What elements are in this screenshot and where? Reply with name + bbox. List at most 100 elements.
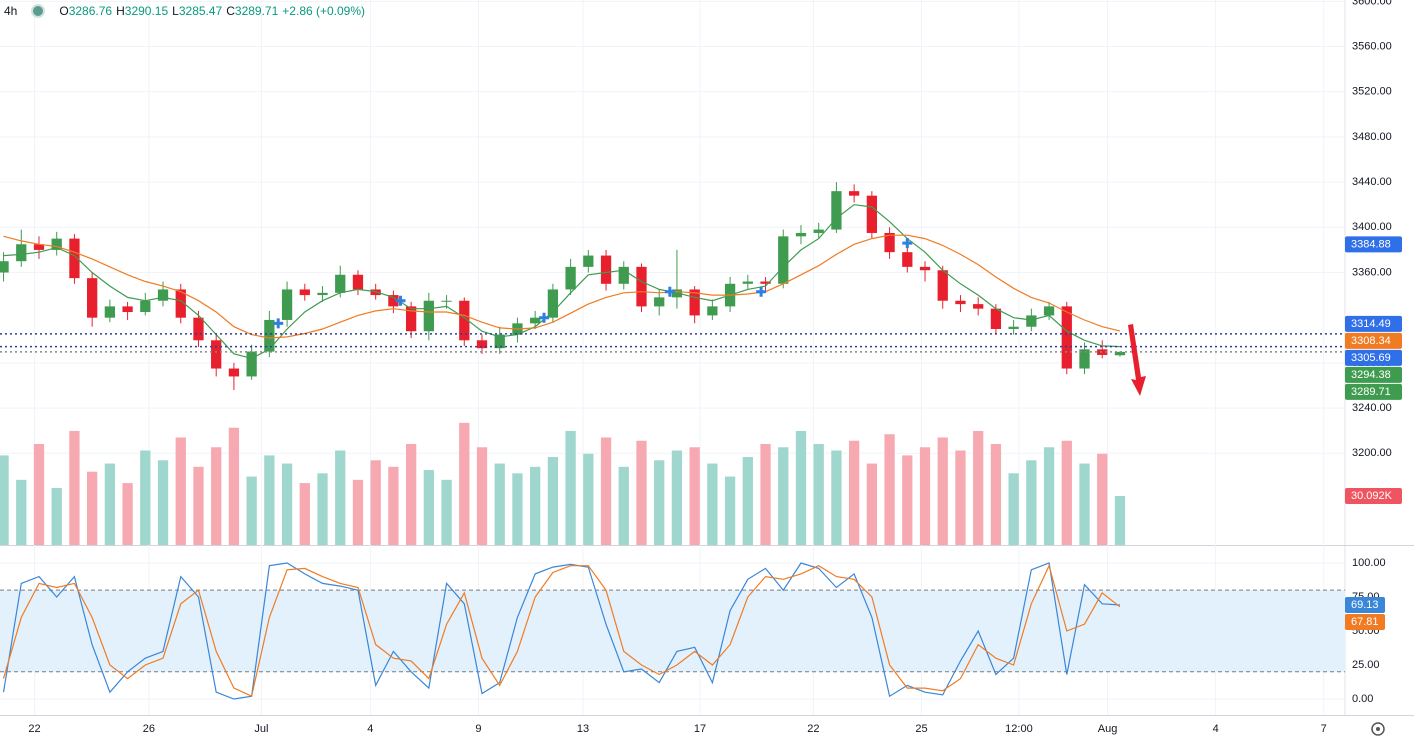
candle-body	[405, 306, 417, 332]
candle-body	[228, 368, 240, 377]
candle-body	[299, 289, 310, 296]
candle-body	[352, 274, 364, 290]
volume-bar	[866, 463, 877, 545]
header-value: +2.86 (+0.09%)	[282, 4, 366, 18]
candle-body	[973, 304, 984, 309]
volume-bar	[370, 460, 381, 545]
price-label: 3384.88	[1351, 238, 1391, 250]
volume-bar	[388, 466, 399, 545]
volume-bar	[157, 460, 169, 545]
price-label-bg	[1345, 383, 1402, 400]
header-key: H	[116, 4, 125, 18]
header-item: L3285.47	[172, 4, 222, 18]
candle-body	[246, 351, 257, 377]
price-label-bg	[1345, 236, 1402, 253]
volume-bar	[104, 463, 116, 545]
volume-bar	[1026, 460, 1037, 545]
volume-bar	[494, 463, 505, 545]
candle-body	[87, 278, 98, 318]
volume-bar	[973, 430, 984, 545]
candle-body	[848, 191, 860, 196]
volume-bar	[636, 440, 647, 545]
header-item: H3290.15	[116, 4, 168, 18]
volume-bar	[193, 466, 204, 545]
header-item: C3289.71	[226, 4, 278, 18]
signal-marker	[273, 318, 284, 329]
candle-body	[476, 340, 488, 349]
candle-body	[441, 300, 452, 302]
volume-bar	[919, 447, 931, 545]
volume-bar	[51, 487, 62, 545]
stoch-tick-label: 25.00	[1352, 659, 1380, 671]
candle-body	[122, 306, 133, 313]
volume-bar	[87, 471, 98, 545]
y-tick-label: 3480.00	[1352, 131, 1392, 143]
y-tick-label: 3520.00	[1352, 86, 1392, 98]
volume-bar	[512, 473, 523, 545]
x-tick-label: Aug	[1098, 723, 1118, 735]
x-tick-label: 22	[28, 723, 40, 735]
y-tick-label: 3200.00	[1352, 447, 1392, 459]
y-tick-label: 3240.00	[1352, 402, 1392, 414]
ma-line	[3, 204, 1120, 360]
candle-body	[565, 266, 576, 290]
volume-bar	[246, 476, 257, 545]
header-value: 3290.15	[124, 4, 169, 18]
header: 4h O3286.76 H3290.15 L3285.47 C3289.71 +2.86…	[4, 4, 369, 18]
signal-marker	[902, 238, 913, 249]
volume-bar	[848, 440, 860, 545]
volume-bar	[530, 466, 541, 545]
header-key: C	[226, 4, 235, 18]
volume-bar	[441, 479, 452, 545]
price-label-bg	[1345, 349, 1402, 366]
stochastic	[0, 562, 1345, 700]
ohlc: O3286.76 H3290.15 L3285.47 C3289.71 +2.86 (+…	[59, 4, 369, 18]
candle-body	[0, 261, 9, 273]
price-label-bg	[1345, 315, 1402, 332]
candle-body	[760, 281, 771, 284]
ma-line	[3, 234, 1121, 339]
candle-body	[831, 191, 842, 230]
header-key: O	[59, 4, 69, 18]
volume-bar	[654, 460, 665, 545]
settings-icon[interactable]	[1371, 722, 1385, 736]
volume-bar	[335, 450, 346, 545]
volume-bar	[33, 444, 45, 545]
volume-bar	[16, 479, 27, 545]
candle-body	[33, 244, 45, 250]
price-label-bg	[1345, 332, 1402, 349]
candle-body	[459, 300, 470, 341]
volume-label: 30.092K	[1351, 490, 1393, 502]
interval[interactable]: 4h	[4, 4, 18, 18]
header-key: L	[172, 4, 179, 18]
volume-bar	[299, 483, 310, 545]
header-value: 3286.76	[68, 4, 113, 18]
volume-bar	[813, 444, 824, 545]
y-tick-label: 3560.00	[1352, 40, 1392, 52]
x-tick-label: 22	[807, 723, 819, 735]
candle-body	[990, 308, 1002, 329]
volume-bar	[1097, 453, 1108, 545]
candle-body	[1026, 315, 1037, 327]
x-tick-label: 26	[143, 723, 155, 735]
candle-body	[707, 306, 718, 316]
price-label: 3289.71	[1351, 386, 1391, 398]
candle-body	[600, 255, 612, 284]
volume-bar	[618, 466, 629, 545]
x-tick-label: 4	[367, 723, 373, 735]
volume-bar	[423, 470, 434, 545]
candle-body	[16, 244, 27, 262]
volume-bar	[742, 457, 753, 545]
volume-bar	[831, 450, 842, 545]
price-label: 3294.38	[1351, 369, 1391, 381]
stoch-line	[2, 562, 1120, 700]
signal-marker	[664, 286, 675, 297]
volume-bar	[795, 430, 807, 545]
volume-bar	[122, 483, 133, 545]
volume-bar	[884, 434, 895, 545]
x-tick-label: 9	[475, 723, 481, 735]
candle-body	[388, 295, 399, 307]
volume-bar	[228, 427, 240, 545]
candle-body	[742, 281, 753, 284]
candle-body	[654, 297, 665, 307]
